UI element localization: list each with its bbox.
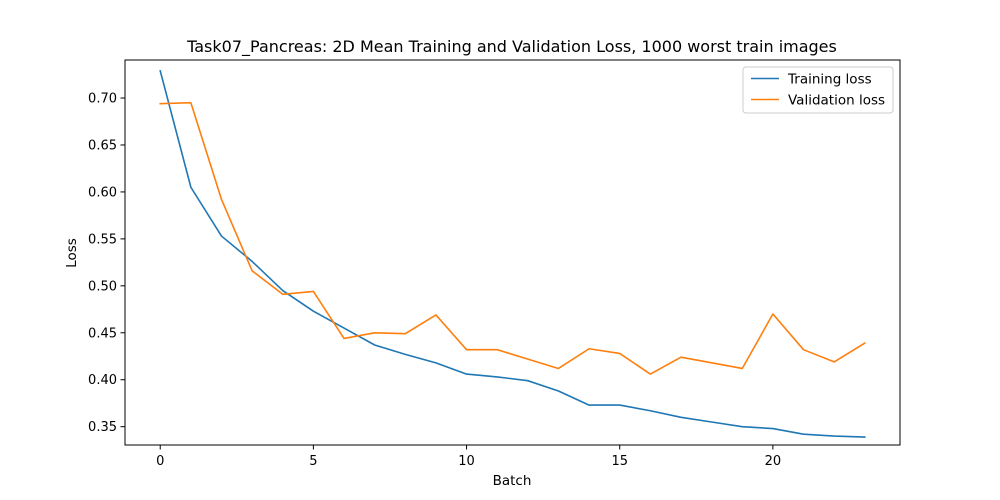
- y-tick-label: 0.45: [88, 326, 117, 341]
- x-tick-label: 10: [458, 454, 475, 469]
- x-tick-label: 0: [156, 454, 164, 469]
- x-tick-label: 15: [611, 454, 628, 469]
- y-tick-label: 0.65: [88, 138, 117, 153]
- y-tick-label: 0.70: [88, 92, 117, 107]
- chart-title: Task07_Pancreas: 2D Mean Training and Va…: [186, 37, 837, 57]
- x-tick-label: 5: [309, 454, 317, 469]
- plot-frame: [124, 59, 901, 446]
- x-axis-label: Batch: [493, 473, 532, 489]
- series-line-validation-loss: [159, 101, 866, 375]
- x-axis: 0 5 10 15 20: [156, 445, 781, 469]
- y-axis-label: Loss: [64, 238, 80, 268]
- legend-label-training-loss: Training loss: [787, 71, 872, 87]
- series-line-training-loss: [159, 69, 866, 438]
- y-tick-label: 0.40: [88, 373, 117, 388]
- y-tick-label: 0.50: [88, 279, 117, 294]
- legend-box: [742, 66, 894, 114]
- x-tick-label: 20: [765, 454, 782, 469]
- legend: Training loss Validation loss: [742, 66, 894, 114]
- series-layer: [159, 69, 866, 438]
- y-tick-label: 0.35: [88, 420, 117, 435]
- y-tick-label: 0.60: [88, 185, 117, 200]
- y-axis: 0.35 0.40 0.45 0.50 0.55 0.60 0.65 0.70: [88, 92, 125, 435]
- y-tick-label: 0.55: [88, 232, 117, 247]
- legend-label-validation-loss: Validation loss: [788, 92, 885, 108]
